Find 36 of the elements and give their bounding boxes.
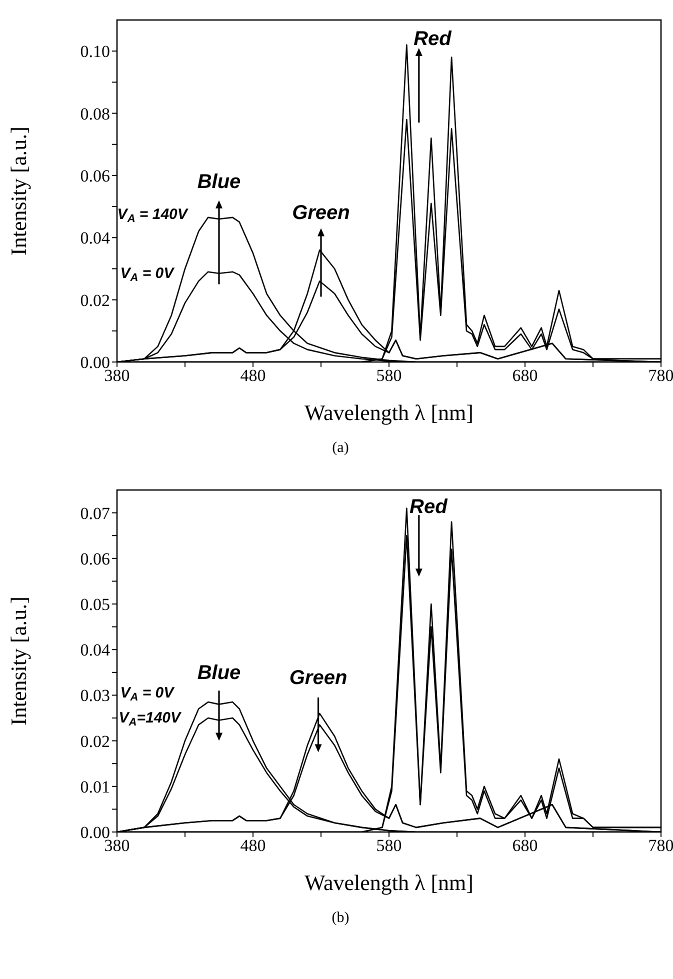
annotation: V$_{A}$ = 0V bbox=[120, 684, 176, 704]
y-tick-label: 0.10 bbox=[80, 42, 110, 62]
annotation: V$_{A}$=140V bbox=[118, 710, 183, 729]
text: (a) bbox=[331, 440, 350, 457]
y-tick-label: 0.04 bbox=[80, 228, 110, 248]
y-axis-title: Intensity [a.u.] bbox=[6, 126, 31, 256]
x-tick-label: 580 bbox=[376, 366, 402, 386]
text: (b) bbox=[330, 910, 350, 927]
annotation: Red bbox=[414, 28, 452, 50]
y-tick-label: 0.06 bbox=[80, 549, 110, 568]
y-tick-label: 0.02 bbox=[80, 290, 110, 310]
y-tick-label: 0.05 bbox=[80, 595, 110, 614]
y-tick-label: 0.01 bbox=[80, 777, 110, 796]
x-tick-label: 780 bbox=[648, 366, 673, 386]
annotation: V$_{A}$ = 140V bbox=[117, 206, 190, 226]
x-tick-label: 580 bbox=[376, 836, 402, 856]
x-tick-label: 480 bbox=[240, 836, 266, 856]
x-tick-label: 680 bbox=[512, 836, 538, 856]
y-tick-label: 0.08 bbox=[80, 104, 110, 124]
annotation: Blue bbox=[197, 662, 241, 684]
annotation: Green bbox=[292, 202, 350, 224]
y-axis-title: Intensity [a.u.] bbox=[6, 596, 31, 726]
y-tick-label: 0.02 bbox=[80, 732, 110, 751]
x-axis-title: Wavelength λ [nm] bbox=[304, 870, 474, 895]
annotation: Green bbox=[289, 666, 348, 689]
y-tick-label: 0.06 bbox=[80, 166, 110, 186]
y-tick-label: 0.07 bbox=[80, 504, 110, 523]
annotation: V$_{A}$ = 0V bbox=[120, 265, 176, 284]
annotation: Red bbox=[410, 496, 448, 518]
annotation: Blue bbox=[197, 170, 241, 193]
x-axis-title: Wavelength λ [nm] bbox=[304, 400, 474, 425]
y-tick-label: 0.04 bbox=[80, 640, 110, 660]
x-tick-label: 780 bbox=[648, 836, 673, 856]
x-tick-label: 680 bbox=[512, 366, 538, 386]
x-tick-label: 480 bbox=[240, 366, 266, 386]
y-tick-label: 0.03 bbox=[80, 686, 110, 706]
